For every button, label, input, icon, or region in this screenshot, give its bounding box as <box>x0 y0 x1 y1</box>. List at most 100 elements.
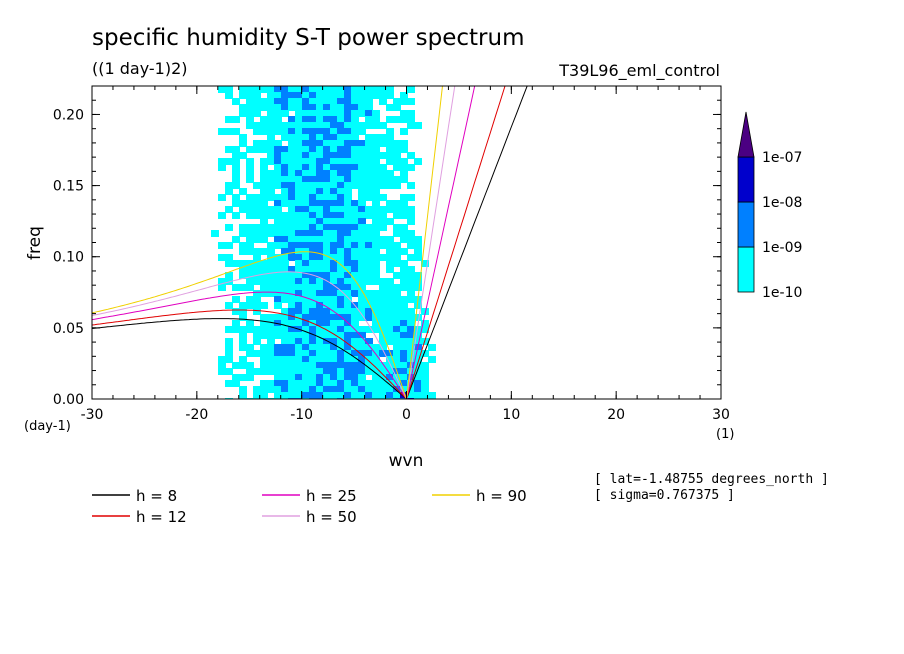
spectrum-cell <box>386 146 394 153</box>
spectrum-cell <box>365 296 373 303</box>
spectrum-cell <box>260 86 268 93</box>
spectrum-cell <box>316 284 324 291</box>
spectrum-cell <box>218 194 226 201</box>
spectrum-cell <box>414 338 422 345</box>
spectrum-cell <box>253 260 261 267</box>
spectrum-cell <box>386 140 394 147</box>
spectrum-cell <box>253 392 261 399</box>
spectrum-cell <box>330 302 338 309</box>
spectrum-cell <box>351 332 359 339</box>
spectrum-cell <box>288 290 296 297</box>
spectrum-cell <box>267 284 275 291</box>
spectrum-cell <box>288 350 296 357</box>
spectrum-cell <box>358 230 366 237</box>
spectrum-cell <box>225 116 233 123</box>
spectrum-cell <box>288 392 296 399</box>
spectrum-cell <box>309 218 317 225</box>
spectrum-cell <box>253 296 261 303</box>
spectrum-cell <box>239 104 247 111</box>
spectrum-cell <box>414 380 422 387</box>
spectrum-cell <box>337 290 345 297</box>
spectrum-cell <box>344 128 352 135</box>
spectrum-cell <box>260 116 268 123</box>
spectrum-cell <box>386 86 394 93</box>
spectrum-cell <box>309 86 317 93</box>
spectrum-cell <box>302 98 310 105</box>
spectrum-cell <box>323 290 331 297</box>
spectrum-cell <box>330 356 338 363</box>
spectrum-cell <box>386 380 394 387</box>
spectrum-cell <box>274 302 282 309</box>
spectrum-cell <box>302 254 310 261</box>
spectrum-cell <box>330 248 338 255</box>
spectrum-cell <box>358 290 366 297</box>
spectrum-cell <box>323 86 331 93</box>
spectrum-cell <box>309 314 317 321</box>
spectrum-cell <box>239 242 247 249</box>
spectrum-cell <box>288 86 296 93</box>
spectrum-cell <box>323 116 331 123</box>
spectrum-cell <box>330 140 338 147</box>
spectrum-cell <box>316 152 324 159</box>
spectrum-cell <box>400 278 408 285</box>
spectrum-cell <box>232 194 240 201</box>
spectrum-cell <box>302 128 310 135</box>
spectrum-cell <box>337 194 345 201</box>
spectrum-cell <box>365 140 373 147</box>
spectrum-cell <box>267 386 275 393</box>
spectrum-cell <box>260 188 268 195</box>
spectrum-cell <box>414 374 422 381</box>
spectrum-cell <box>260 332 268 339</box>
spectrum-cell <box>260 314 268 321</box>
spectrum-cell <box>393 176 401 183</box>
y-tick-label: 0.05 <box>53 321 84 337</box>
spectrum-cell <box>379 362 387 369</box>
spectrum-cell <box>337 158 345 165</box>
spectrum-cell <box>393 302 401 309</box>
spectrum-cell <box>274 230 282 237</box>
spectrum-cell <box>379 224 387 231</box>
spectrum-cell <box>344 230 352 237</box>
spectrum-cell <box>323 152 331 159</box>
spectrum-cell <box>400 284 408 291</box>
spectrum-cell <box>386 278 394 285</box>
spectrum-cell <box>281 248 289 255</box>
spectrum-cell <box>365 152 373 159</box>
spectrum-cell <box>239 308 247 315</box>
spectrum-cell <box>288 386 296 393</box>
spectrum-cell <box>358 110 366 117</box>
spectrum-cell <box>386 368 394 375</box>
spectrum-cell <box>393 146 401 153</box>
spectrum-cell <box>323 266 331 273</box>
spectrum-cell <box>386 266 394 273</box>
spectrum-cell <box>337 266 345 273</box>
spectrum-cell <box>274 374 282 381</box>
spectrum-cell <box>309 230 317 237</box>
spectrum-cell <box>337 128 345 135</box>
spectrum-cell <box>232 212 240 219</box>
spectrum-cell <box>372 278 380 285</box>
kelvin-curve <box>406 86 506 399</box>
spectrum-cell <box>309 296 317 303</box>
spectrum-cell <box>379 92 387 99</box>
spectrum-cell <box>225 86 233 93</box>
spectrum-cell <box>393 140 401 147</box>
spectrum-cell <box>358 248 366 255</box>
spectrum-cell <box>372 260 380 267</box>
spectrum-cell <box>407 194 415 201</box>
spectrum-cell <box>218 254 226 261</box>
spectrum-cell <box>379 236 387 243</box>
spectrum-cell <box>309 284 317 291</box>
spectrum-cell <box>344 158 352 165</box>
y-tick-label: 0.20 <box>53 107 84 123</box>
legend-label: h = 90 <box>476 487 527 505</box>
spectrum-cell <box>400 230 408 237</box>
spectrum-cell <box>274 200 282 207</box>
spectrum-cell <box>400 362 408 369</box>
spectrum-cell <box>330 152 338 159</box>
spectrum-cell <box>372 188 380 195</box>
spectrum-cell <box>351 218 359 225</box>
spectrum-cell <box>379 374 387 381</box>
spectrum-cell <box>253 350 261 357</box>
spectrum-cell <box>386 104 394 111</box>
